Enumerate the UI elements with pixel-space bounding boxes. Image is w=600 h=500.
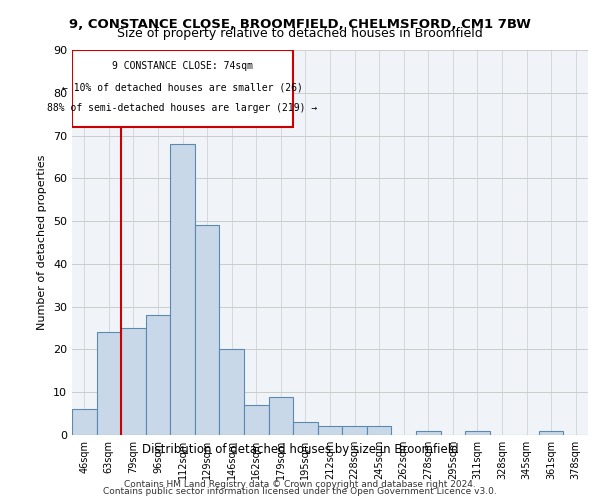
Bar bbox=[244, 405, 269, 435]
Bar bbox=[318, 426, 342, 435]
Bar bbox=[342, 426, 367, 435]
Bar bbox=[146, 315, 170, 435]
Text: Contains HM Land Registry data © Crown copyright and database right 2024.: Contains HM Land Registry data © Crown c… bbox=[124, 480, 476, 489]
Text: Size of property relative to detached houses in Broomfield: Size of property relative to detached ho… bbox=[117, 28, 483, 40]
Bar bbox=[367, 426, 391, 435]
Text: 88% of semi-detached houses are larger (219) →: 88% of semi-detached houses are larger (… bbox=[47, 104, 317, 114]
Bar bbox=[539, 430, 563, 435]
Text: 9 CONSTANCE CLOSE: 74sqm: 9 CONSTANCE CLOSE: 74sqm bbox=[112, 60, 253, 70]
Text: 9, CONSTANCE CLOSE, BROOMFIELD, CHELMSFORD, CM1 7BW: 9, CONSTANCE CLOSE, BROOMFIELD, CHELMSFO… bbox=[69, 18, 531, 30]
Bar bbox=[416, 430, 440, 435]
Bar bbox=[195, 226, 220, 435]
Bar bbox=[220, 350, 244, 435]
Bar bbox=[170, 144, 195, 435]
FancyBboxPatch shape bbox=[72, 50, 293, 127]
Bar bbox=[97, 332, 121, 435]
Text: ← 10% of detached houses are smaller (26): ← 10% of detached houses are smaller (26… bbox=[62, 82, 303, 92]
Bar bbox=[121, 328, 146, 435]
Bar bbox=[293, 422, 318, 435]
Bar bbox=[465, 430, 490, 435]
Bar bbox=[269, 396, 293, 435]
Y-axis label: Number of detached properties: Number of detached properties bbox=[37, 155, 47, 330]
Text: Contains public sector information licensed under the Open Government Licence v3: Contains public sector information licen… bbox=[103, 487, 497, 496]
Text: Distribution of detached houses by size in Broomfield: Distribution of detached houses by size … bbox=[142, 442, 458, 456]
Bar bbox=[72, 410, 97, 435]
